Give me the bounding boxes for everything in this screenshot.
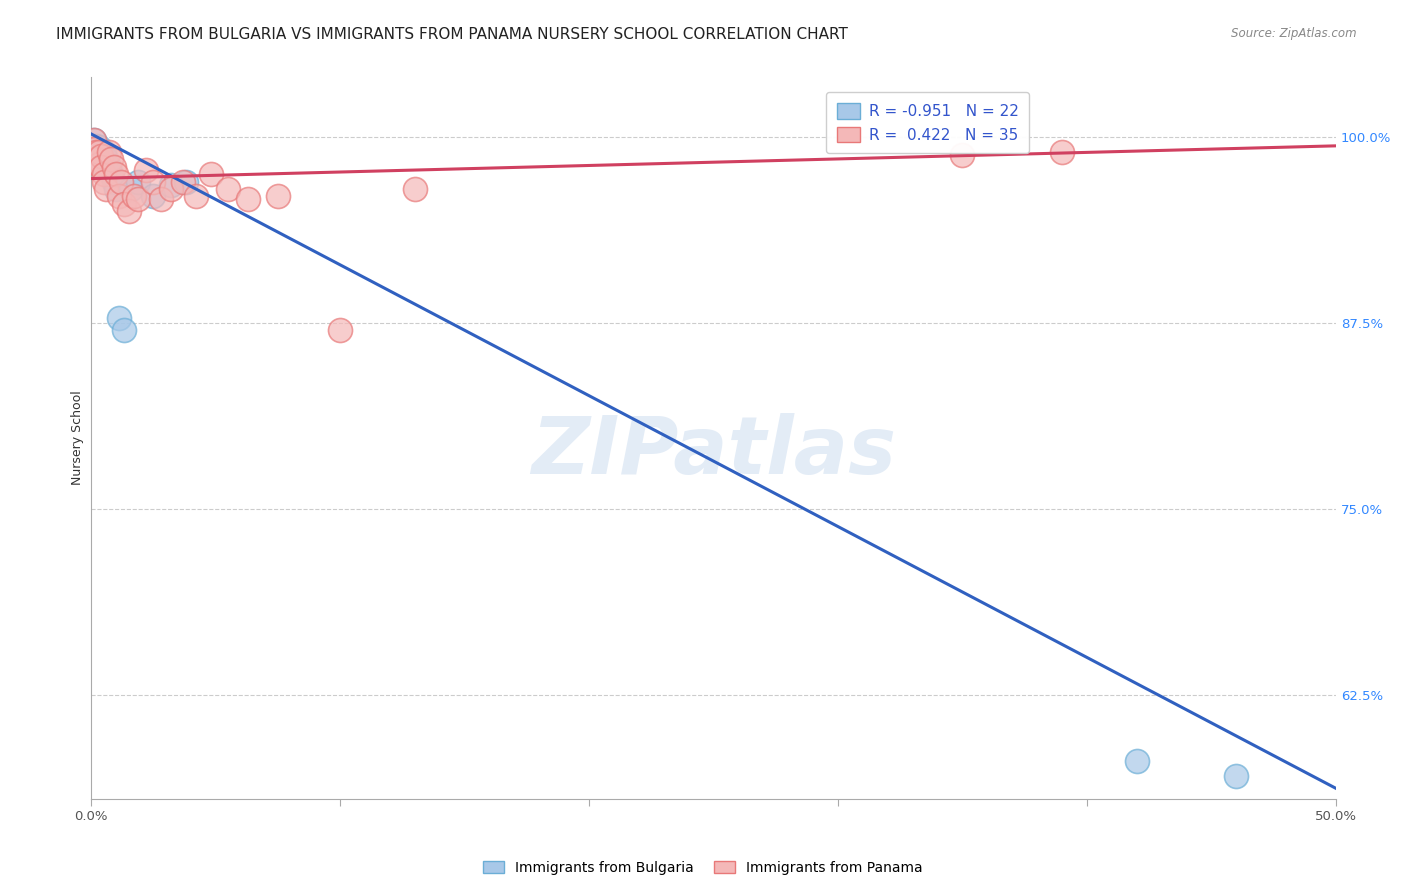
Point xyxy=(112,197,135,211)
Point xyxy=(97,145,120,159)
Point xyxy=(142,189,165,203)
Text: IMMIGRANTS FROM BULGARIA VS IMMIGRANTS FROM PANAMA NURSERY SCHOOL CORRELATION CH: IMMIGRANTS FROM BULGARIA VS IMMIGRANTS F… xyxy=(56,27,848,42)
Point xyxy=(950,148,973,162)
Point xyxy=(184,189,207,203)
Point xyxy=(267,189,290,203)
Point xyxy=(93,167,115,181)
Point xyxy=(160,178,183,192)
Point xyxy=(107,311,129,326)
Text: ZIPatlas: ZIPatlas xyxy=(531,414,896,491)
Point xyxy=(90,157,112,171)
Point xyxy=(97,160,120,174)
Point xyxy=(83,142,105,156)
Point xyxy=(93,145,115,159)
Point xyxy=(149,193,172,207)
Point xyxy=(90,146,112,161)
Point xyxy=(94,182,117,196)
Point xyxy=(112,323,135,337)
Point xyxy=(87,140,110,154)
Point xyxy=(110,175,132,189)
Point xyxy=(90,149,112,163)
Point xyxy=(90,160,112,174)
Point xyxy=(142,175,165,189)
Point xyxy=(217,182,239,196)
Text: Source: ZipAtlas.com: Source: ZipAtlas.com xyxy=(1232,27,1357,40)
Point xyxy=(174,175,197,189)
Point xyxy=(1225,769,1247,783)
Point xyxy=(172,175,194,189)
Point xyxy=(105,182,128,196)
Point xyxy=(329,323,352,337)
Point xyxy=(94,153,117,167)
Point xyxy=(103,160,125,174)
Point xyxy=(84,145,107,159)
Y-axis label: Nursery School: Nursery School xyxy=(72,391,84,485)
Legend: R = -0.951   N = 22, R =  0.422   N = 35: R = -0.951 N = 22, R = 0.422 N = 35 xyxy=(827,92,1029,153)
Point xyxy=(127,175,149,189)
Point xyxy=(93,175,115,189)
Point xyxy=(200,167,222,181)
Point xyxy=(87,145,110,159)
Point xyxy=(83,133,105,147)
Point xyxy=(87,157,110,171)
Point xyxy=(103,175,125,189)
Point xyxy=(1050,145,1073,159)
Point xyxy=(404,182,426,196)
Point xyxy=(236,193,259,207)
Point xyxy=(84,153,107,167)
Point xyxy=(1125,755,1147,769)
Point xyxy=(120,182,142,196)
Point xyxy=(117,204,139,219)
Point xyxy=(135,162,157,177)
Point xyxy=(84,139,107,153)
Point xyxy=(87,149,110,163)
Point xyxy=(100,167,122,181)
Point xyxy=(83,133,105,147)
Point xyxy=(84,145,107,159)
Point xyxy=(160,182,183,196)
Point xyxy=(122,189,145,203)
Point xyxy=(105,167,128,181)
Legend: Immigrants from Bulgaria, Immigrants from Panama: Immigrants from Bulgaria, Immigrants fro… xyxy=(478,855,928,880)
Point xyxy=(107,189,129,203)
Point xyxy=(100,153,122,167)
Point xyxy=(127,193,149,207)
